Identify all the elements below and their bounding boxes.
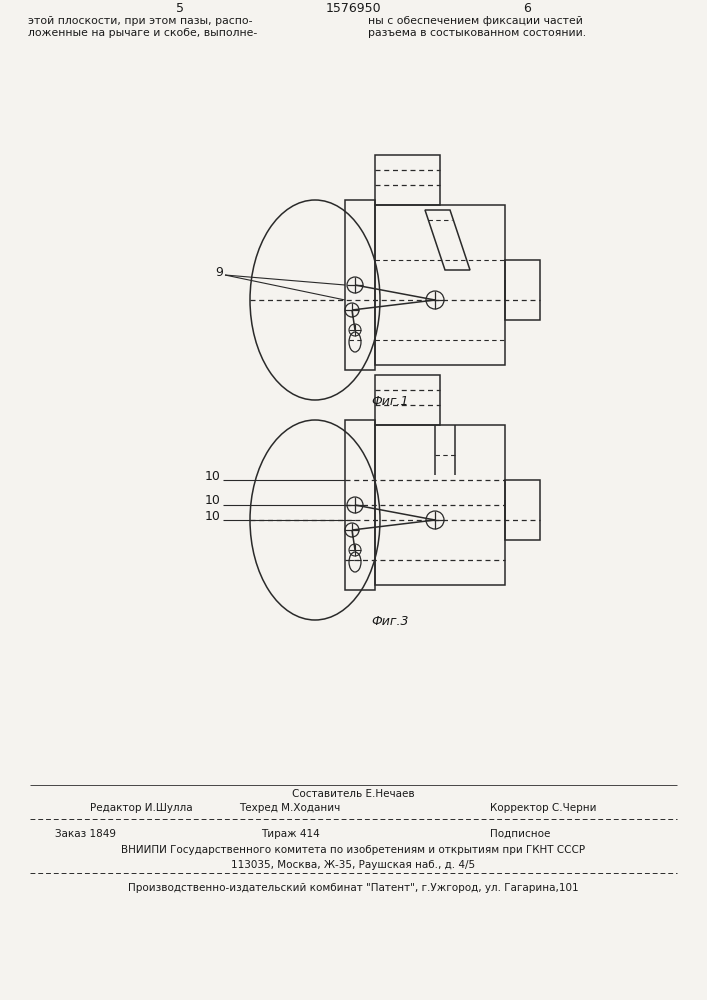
Text: 5: 5 [176, 2, 184, 15]
Text: Заказ 1849: Заказ 1849 [55, 829, 116, 839]
Bar [375, 205, 505, 365]
Bar [375, 375, 440, 425]
Text: Корректор С.Черни: Корректор С.Черни [490, 803, 597, 813]
Text: 9: 9 [215, 265, 223, 278]
Text: 10: 10 [205, 510, 221, 522]
Bar [345, 420, 375, 590]
Text: 10: 10 [205, 470, 221, 483]
Text: 10: 10 [205, 494, 221, 508]
Text: Подписное: Подписное [490, 829, 550, 839]
Bar [345, 200, 375, 370]
Text: Фиг.1: Фиг.1 [371, 395, 409, 408]
Text: Составитель Е.Нечаев: Составитель Е.Нечаев [292, 789, 414, 799]
Bar [505, 260, 540, 320]
Text: этой плоскости, при этом пазы, распо-
ложенные на рычаге и скобе, выполне-: этой плоскости, при этом пазы, распо- ло… [28, 16, 257, 38]
Text: Тираж 414: Тираж 414 [261, 829, 320, 839]
Bar [375, 155, 440, 205]
Bar [375, 425, 505, 585]
Text: 113035, Москва, Ж-35, Раушская наб., д. 4/5: 113035, Москва, Ж-35, Раушская наб., д. … [231, 860, 475, 870]
Bar [505, 480, 540, 540]
Text: Производственно-издательский комбинат "Патент", г.Ужгород, ул. Гагарина,101: Производственно-издательский комбинат "П… [128, 883, 578, 893]
Text: Редактор И.Шулла: Редактор И.Шулла [90, 803, 192, 813]
Text: 1576950: 1576950 [325, 2, 381, 15]
Text: 6: 6 [523, 2, 531, 15]
Text: ВНИИПИ Государственного комитета по изобретениям и открытиям при ГКНТ СССР: ВНИИПИ Государственного комитета по изоб… [121, 845, 585, 855]
Text: ны с обеспечением фиксации частей
разъема в состыкованном состоянии.: ны с обеспечением фиксации частей разъем… [368, 16, 586, 38]
Text: Фиг.3: Фиг.3 [371, 615, 409, 628]
Text: Техред М.Ходанич: Техред М.Ходанич [240, 803, 341, 813]
